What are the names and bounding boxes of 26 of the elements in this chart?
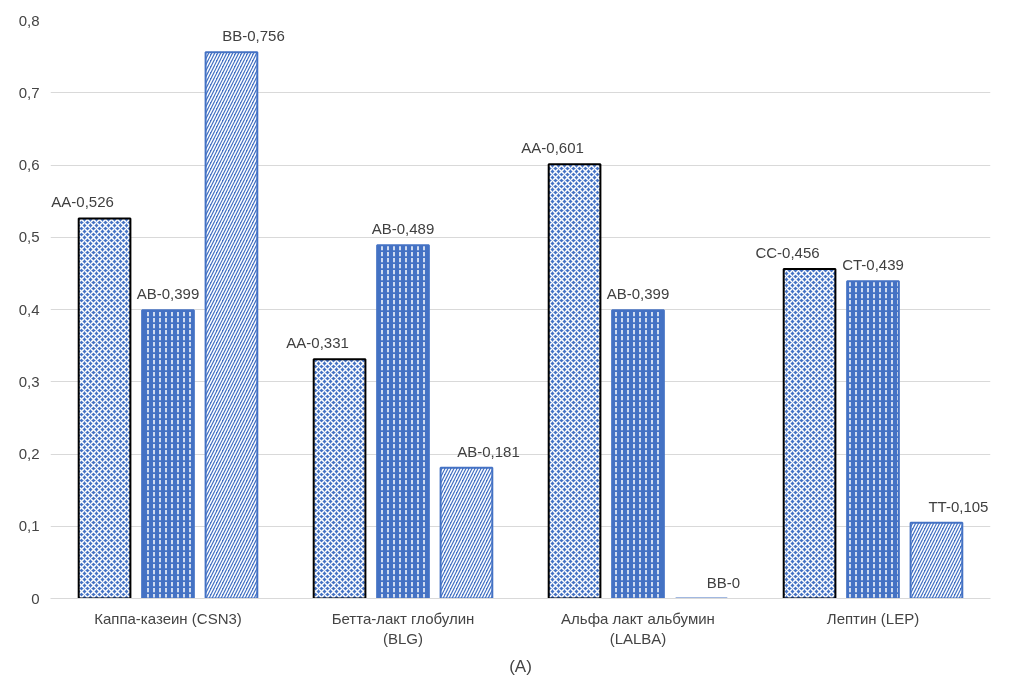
data-label: CC-0,456 xyxy=(755,244,820,262)
y-tick-label: 0,2 xyxy=(18,445,40,462)
x-tick-label: Альфа лакт альбумин (LALBA) xyxy=(561,609,715,647)
y-tick-label: 0,8 xyxy=(18,11,40,29)
data-label: CT-0,439 xyxy=(842,256,904,274)
x-tick-label: Бетта-лакт глобулин (BLG) xyxy=(331,609,475,647)
y-tick-label: 0,7 xyxy=(18,83,40,101)
data-label: AB-0,181 xyxy=(457,442,520,460)
data-label: AB-0,399 xyxy=(136,285,200,303)
x-tick-label: Лептин (LEP) xyxy=(826,609,920,627)
y-tick-label: 0,3 xyxy=(18,372,40,390)
x-tick-label: Каппа-казеин (CSN3) xyxy=(94,609,242,627)
y-tick-label: 0,6 xyxy=(18,156,40,173)
y-tick-label: 0,5 xyxy=(18,228,40,246)
data-label: AA-0,331 xyxy=(286,334,349,352)
y-tick-label: 0,4 xyxy=(18,300,40,318)
y-tick-label: 0 xyxy=(31,589,40,607)
data-label: AA-0,526 xyxy=(51,193,114,211)
data-label: BB-0 xyxy=(706,573,741,591)
y-tick-label: 0,1 xyxy=(18,517,40,535)
data-label: AB-0,489 xyxy=(371,220,435,238)
data-label: TT-0,105 xyxy=(928,497,989,515)
data-label: AA-0,601 xyxy=(521,139,584,157)
data-label: BB-0,756 xyxy=(222,27,285,45)
data-label: AB-0,399 xyxy=(606,285,670,303)
text: (A) xyxy=(509,656,532,676)
